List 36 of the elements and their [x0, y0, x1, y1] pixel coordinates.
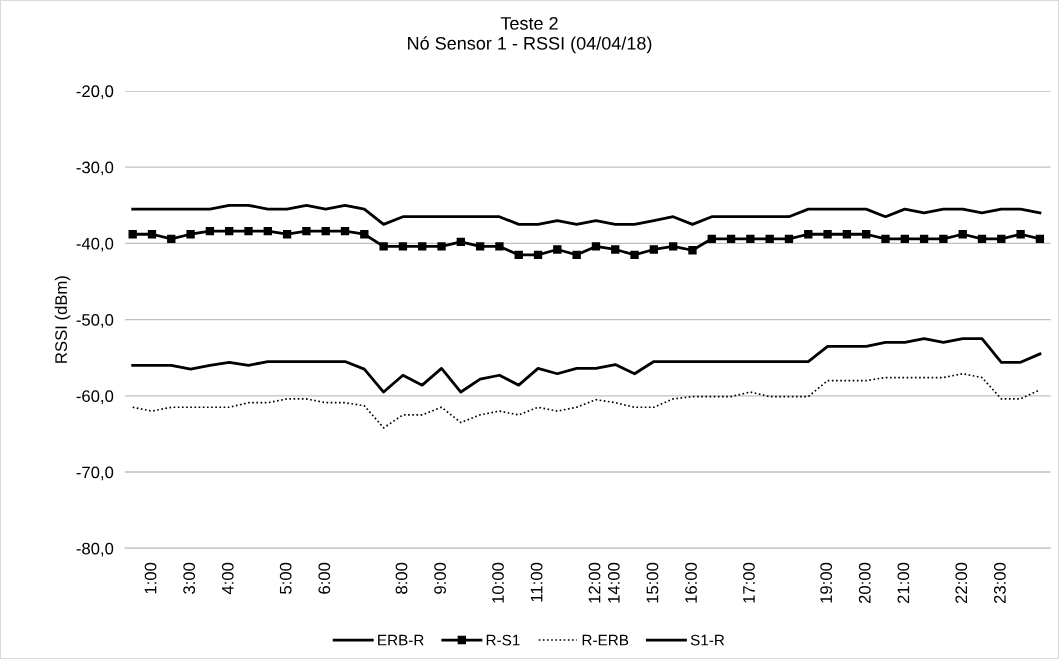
- x-tick-label: 6:00: [318, 562, 331, 594]
- y-tick-label: -20,0: [76, 85, 114, 100]
- legend-label: R-S1: [486, 634, 520, 646]
- x-tick-label: 4:00: [221, 562, 234, 595]
- x-tick-label: 22:00: [955, 562, 968, 604]
- x-tick-label: 23:00: [993, 562, 1006, 604]
- x-tick-label: 8:00: [395, 562, 408, 594]
- y-tick-label: -30,0: [76, 161, 114, 176]
- x-tick-label: 9:00: [434, 562, 446, 594]
- y-tick-label: -40,0: [76, 237, 114, 252]
- chart-title: Teste 2: [500, 16, 558, 30]
- x-tick-label: 16:00: [685, 562, 697, 603]
- x-tick-label: 1:00: [144, 562, 157, 594]
- line-series: [131, 337, 1042, 394]
- x-tick-label: 3:00: [183, 562, 196, 594]
- legend-label: S1-R: [690, 634, 725, 646]
- x-tick-label: 10:00: [492, 562, 504, 603]
- legend-label: ERB-R: [378, 634, 424, 646]
- x-tick-label: 12:00: [588, 562, 601, 603]
- x-tick-label: 21:00: [897, 562, 910, 604]
- x-tick-label: 19:00: [820, 562, 833, 603]
- y-tick-label: -70,0: [76, 466, 114, 481]
- chart-subtitle: Nó Sensor 1 - RSSI (04/04/18): [408, 36, 652, 54]
- x-tick-label: 17:00: [743, 562, 755, 603]
- x-tick-label: 11:00: [530, 562, 543, 602]
- y-tick-label: -80,0: [76, 542, 114, 557]
- x-tick-label: 15:00: [646, 562, 659, 603]
- x-tick-label: 20:00: [858, 562, 871, 604]
- x-tick-label: 14:00: [607, 562, 620, 603]
- y-tick-label: -60,0: [76, 390, 114, 405]
- line-series: [131, 372, 1041, 429]
- y-axis-title: RSSI (dBm): [54, 276, 71, 363]
- x-tick-label: 5:00: [279, 562, 292, 594]
- line-series: [131, 203, 1042, 226]
- y-tick-label: -50,0: [76, 314, 114, 328]
- legend-label: R-ERB: [582, 634, 629, 646]
